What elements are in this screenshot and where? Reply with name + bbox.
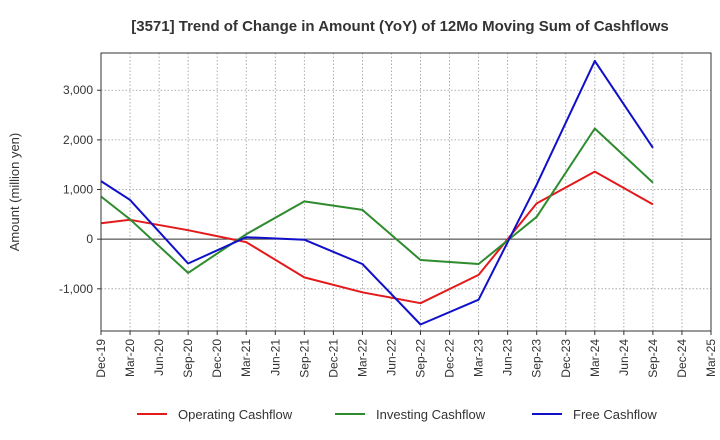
y-tick-label: 3,000 (63, 83, 93, 97)
x-tick-label: Mar-24 (588, 339, 602, 377)
legend-label: Investing Cashflow (376, 407, 486, 422)
x-tick-label: Jun-20 (152, 339, 166, 376)
x-tick-label: Sep-20 (181, 339, 195, 378)
x-tick-label: Jun-22 (384, 339, 398, 376)
x-tick-label: Dec-21 (326, 339, 340, 378)
plot-area-frame (100, 52, 712, 332)
x-tick-label: Dec-23 (559, 339, 573, 378)
x-tick-label: Sep-21 (297, 339, 311, 378)
y-tick-label: -1,000 (59, 282, 93, 296)
series-line-operating-cashflow (100, 170, 654, 305)
y-tick-label: 1,000 (63, 183, 93, 197)
x-tick-label: Sep-22 (414, 339, 428, 378)
x-tick-label: Dec-20 (210, 339, 224, 378)
x-tick-label: Dec-22 (443, 339, 457, 378)
legend-label: Free Cashflow (573, 407, 657, 422)
x-tick-label: Dec-19 (94, 339, 108, 378)
x-tick-label: Sep-23 (530, 339, 544, 378)
x-tick-label: Jun-23 (501, 339, 515, 376)
grid (101, 53, 711, 331)
x-tick-label: Jun-24 (617, 339, 631, 376)
chart-title: [3571] Trend of Change in Amount (YoY) o… (131, 18, 669, 35)
x-tick-label: Jun-21 (268, 339, 282, 376)
x-tick-label: Mar-22 (355, 339, 369, 377)
x-tick-label: Mar-20 (123, 339, 137, 377)
legend-label: Operating Cashflow (178, 407, 293, 422)
y-axis-ticks: 3,000 2,000 1,000 0 -1,000 (59, 83, 101, 296)
x-tick-label: Dec-24 (675, 339, 689, 378)
series-line-free-cashflow (100, 59, 654, 326)
y-tick-label: 0 (86, 232, 93, 246)
x-tick-label: Sep-24 (646, 339, 660, 378)
y-axis-label: Amount (million yen) (7, 133, 22, 252)
x-tick-label: Mar-23 (472, 339, 486, 377)
y-tick-label: 2,000 (63, 133, 93, 147)
x-axis-ticks: Dec-19 Mar-20 Jun-20 Sep-20 Dec-20 Mar-21 Jun-… (94, 331, 718, 378)
x-tick-label: Mar-25 (704, 339, 718, 377)
x-tick-label: Mar-21 (239, 339, 253, 377)
series-line-investing-cashflow (100, 127, 654, 274)
legend: Operating Cashflow Investing Cashflow Free… (137, 407, 657, 422)
series-layer (100, 59, 654, 326)
